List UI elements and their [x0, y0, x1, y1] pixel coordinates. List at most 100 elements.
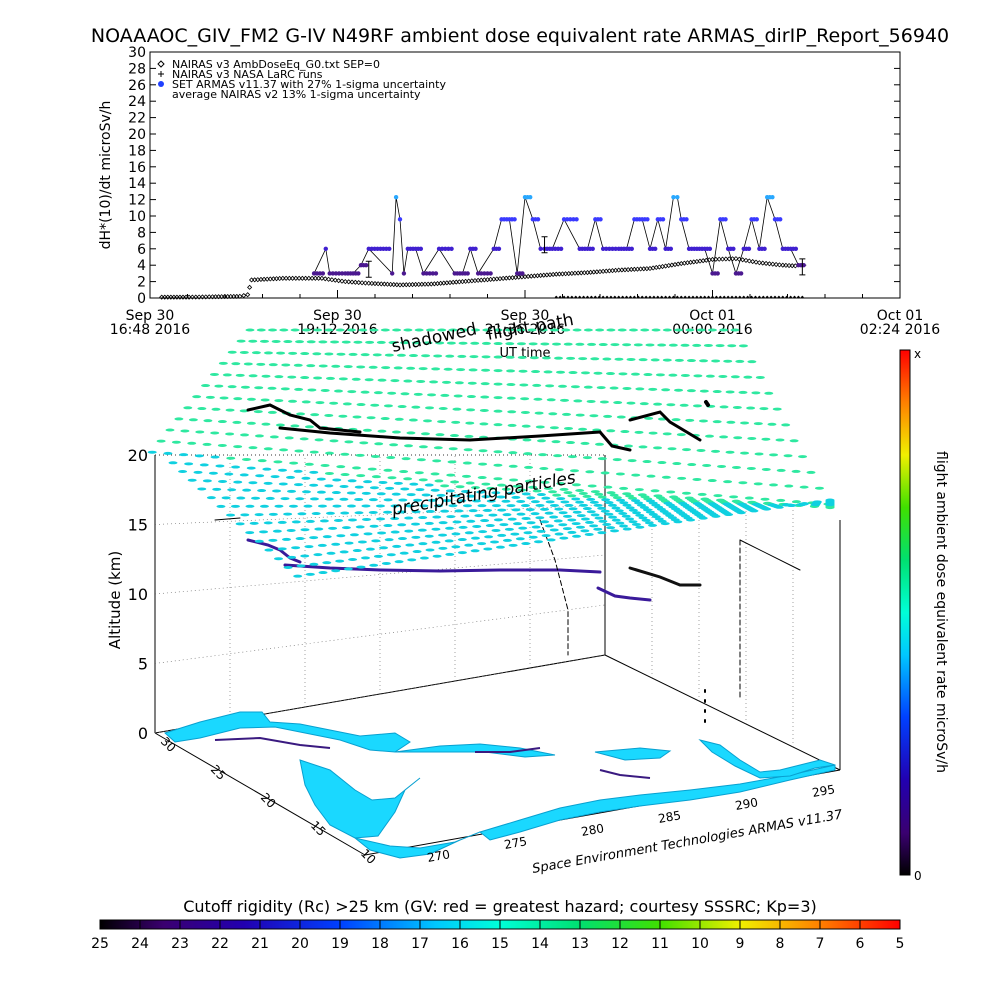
- mesh-cell: [195, 430, 205, 434]
- mesh-cell: [372, 353, 382, 357]
- mesh-cell: [294, 387, 304, 391]
- mesh-cell: [373, 391, 383, 395]
- mesh-cell: [616, 498, 626, 502]
- mesh-cell: [477, 476, 487, 480]
- mesh-cell: [638, 358, 648, 362]
- mesh-cell: [566, 356, 576, 360]
- mesh-cell: [431, 527, 441, 531]
- mesh-cell: [635, 513, 645, 517]
- mesh-cell: [392, 544, 402, 548]
- mesh-cell: [281, 537, 291, 541]
- nairas-baseline-point: [574, 295, 578, 299]
- colorbar-tick-label: 10: [691, 936, 709, 952]
- vertical-colorbar-bottom: 0: [914, 869, 922, 883]
- armas-dot: [571, 217, 576, 222]
- mesh-cell: [762, 507, 772, 511]
- mesh-cell: [362, 428, 372, 432]
- armas-dot: [738, 271, 744, 276]
- mesh-cell: [671, 418, 681, 422]
- mesh-cell: [438, 521, 448, 525]
- armas-dot: [496, 246, 502, 251]
- armas-dot: [598, 217, 603, 222]
- nairas-diamond-point: [381, 281, 387, 287]
- nairas-diamond-point: [237, 293, 243, 299]
- mesh-cell: [724, 513, 734, 517]
- mesh-cell: [325, 376, 335, 380]
- mesh-cell: [685, 328, 695, 332]
- mesh-cell: [505, 355, 515, 359]
- mesh-cell: [610, 529, 620, 533]
- mesh-cell: [283, 340, 293, 344]
- flight-path-projected: [246, 400, 710, 452]
- mesh-cell: [723, 359, 733, 363]
- nairas-baseline-point: [609, 295, 613, 299]
- nairas-baseline-point: [796, 295, 800, 299]
- mesh-cell: [572, 510, 582, 514]
- mesh-cell: [254, 513, 264, 517]
- mesh-cell: [438, 406, 448, 410]
- nairas-baseline-point: [628, 295, 632, 299]
- timeseries-y-tick-label: 14: [128, 176, 146, 192]
- mesh-cell: [468, 509, 478, 513]
- timeseries-y-tick-label: 4: [137, 258, 146, 274]
- mesh-cell: [303, 504, 313, 508]
- mesh-cell: [512, 484, 522, 488]
- mesh-cell: [697, 492, 707, 496]
- mesh-cell: [287, 489, 297, 493]
- mesh-cell: [240, 513, 250, 517]
- mesh-cell: [504, 527, 514, 531]
- mesh-cell: [435, 341, 445, 345]
- mesh-cell: [484, 535, 494, 539]
- mesh-cell: [263, 447, 273, 451]
- mesh-cell: [306, 340, 316, 344]
- nairas-diamond-point: [776, 262, 783, 268]
- mesh-cell: [759, 407, 769, 411]
- mesh-cell: [516, 328, 526, 332]
- mesh-cell: [680, 373, 690, 377]
- mesh-cell: [318, 340, 328, 344]
- mesh-cell: [607, 503, 617, 507]
- armas-dot: [568, 217, 573, 222]
- mesh-cell: [726, 420, 736, 424]
- mesh-cell: [619, 524, 629, 528]
- mesh-cell: [463, 448, 473, 452]
- mesh-cell: [516, 512, 526, 516]
- mesh-cell: [610, 343, 620, 347]
- mesh-cell: [188, 418, 198, 422]
- mesh-cell: [263, 481, 273, 485]
- mesh-cell: [478, 449, 488, 453]
- mesh-cell: [585, 470, 595, 474]
- mesh-cell: [293, 469, 303, 473]
- mesh-cell: [631, 473, 641, 477]
- mesh-cell: [600, 509, 610, 513]
- nairas-diamond-point: [336, 278, 342, 284]
- mesh-cell: [331, 542, 341, 546]
- mesh-cell: [370, 403, 380, 407]
- mesh-cell: [380, 328, 390, 332]
- mesh-cell: [703, 343, 713, 347]
- mesh-cell: [582, 494, 592, 498]
- nairas-diamond-point: [362, 280, 368, 286]
- nairas-baseline-point: [789, 295, 793, 299]
- mesh-cell: [226, 513, 236, 517]
- mesh-cell: [365, 547, 375, 551]
- mesh-cell: [545, 384, 555, 388]
- mesh-cell: [761, 467, 771, 471]
- nairas-diamond-point: [286, 275, 292, 281]
- mesh-cell: [233, 480, 243, 484]
- mesh-cell: [482, 328, 492, 332]
- armas-dot: [561, 217, 567, 222]
- mesh-cell: [409, 482, 419, 486]
- mesh-cell: [464, 434, 474, 438]
- mesh-cell: [406, 366, 416, 370]
- mesh-cell: [371, 539, 381, 543]
- nairas-diamond-point: [359, 280, 365, 286]
- nairas-baseline-point: [566, 295, 570, 299]
- mesh-cell: [411, 522, 421, 526]
- mesh-cell: [601, 498, 611, 502]
- mesh-cell: [351, 377, 361, 381]
- mesh-cell: [578, 503, 588, 507]
- mesh-cell: [784, 484, 794, 488]
- mesh-cell: [386, 553, 396, 557]
- nairas-baseline-point: [636, 295, 640, 299]
